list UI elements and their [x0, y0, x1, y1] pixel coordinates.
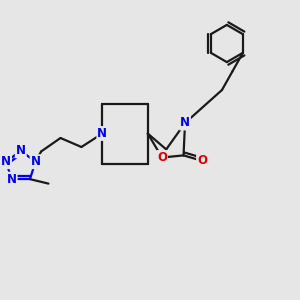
Text: N: N	[180, 116, 190, 130]
Text: O: O	[157, 151, 167, 164]
Text: N: N	[97, 127, 107, 140]
Text: N: N	[31, 155, 40, 168]
Text: N: N	[1, 155, 11, 168]
Text: O: O	[197, 154, 207, 167]
Text: N: N	[7, 172, 17, 186]
Text: N: N	[16, 144, 26, 158]
